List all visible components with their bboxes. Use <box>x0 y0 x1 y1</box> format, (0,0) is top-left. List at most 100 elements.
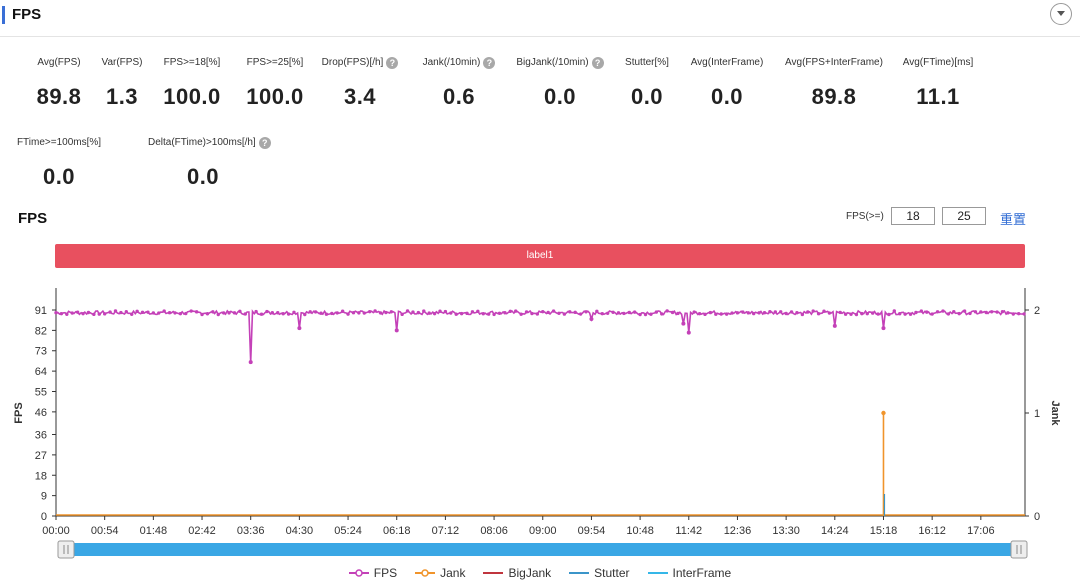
fps-point <box>151 311 156 315</box>
fps-point <box>676 311 680 316</box>
reset-button[interactable]: 重置 <box>1000 212 1027 227</box>
fps-chart: 0 9 18 27 36 46 55 64 73 82 91 0 1 2 00:00 00:54 01:48 02… <box>13 288 1061 559</box>
y2-tick-label: 1 <box>1034 408 1040 420</box>
y-tick-label: 18 <box>35 470 47 482</box>
legend-item[interactable]: Stutter <box>569 566 630 580</box>
collapse-button[interactable] <box>1050 3 1072 25</box>
x-tick-label: 01:48 <box>140 525 168 537</box>
fps-point <box>638 312 642 317</box>
fps-point <box>432 311 437 316</box>
range-slider-track <box>60 543 1017 556</box>
x-tick-label: 03:36 <box>237 525 265 537</box>
fps-point <box>719 312 723 316</box>
legend-item[interactable]: InterFrame <box>647 566 731 580</box>
fps-point <box>405 309 410 313</box>
label-band[interactable]: label1 <box>55 244 1025 268</box>
metric-value: 89.8 <box>36 84 82 109</box>
range-slider-start-handle[interactable] <box>57 540 75 559</box>
fps-point <box>887 312 891 317</box>
legend-swatch <box>483 572 504 574</box>
fps-point <box>946 312 951 316</box>
fps-point <box>854 312 859 317</box>
x-tick-label: 16:12 <box>918 525 946 537</box>
fps-point <box>616 311 621 315</box>
metric-value: 3.4 <box>343 84 377 109</box>
fps-point <box>411 310 415 314</box>
fps-point <box>979 310 983 314</box>
fps-point <box>741 310 745 314</box>
fps-point <box>762 311 767 315</box>
metric-label: BigJank(/10min)? <box>516 56 604 69</box>
fps-point <box>557 311 561 316</box>
fps-point <box>113 309 118 313</box>
fps-point <box>292 310 296 314</box>
metric-value: 0.0 <box>186 164 220 189</box>
y-tick-label: 0 <box>41 511 47 523</box>
fps-point <box>140 310 145 315</box>
metric-card: BigJank(/10min)? 0.0 <box>505 52 615 110</box>
metric-label-text: Avg(InterFrame) <box>690 57 764 68</box>
metric-label: FTime>=100ms[%] <box>17 137 101 148</box>
fps-point <box>573 310 577 315</box>
x-tick-label: 00:00 <box>42 525 70 537</box>
metric-label-text: Jank(/10min) <box>422 57 481 68</box>
metric-card: Avg(FPS+InterFrame) 89.8 <box>779 52 889 110</box>
fps-point <box>276 311 280 315</box>
fps-point <box>492 312 496 317</box>
help-icon[interactable]: ? <box>258 136 271 149</box>
panel-header: FPS <box>0 0 1080 37</box>
fps-point <box>259 312 264 316</box>
metric-label-text: Avg(FTime)[ms] <box>902 57 974 68</box>
metric-label: Drop(FPS)[/h]? <box>322 56 399 69</box>
fps-point <box>546 310 550 315</box>
metric-label: Avg(FTime)[ms] <box>903 57 974 68</box>
help-icon[interactable]: ? <box>591 56 604 69</box>
metric-label: Var(FPS) <box>102 57 143 68</box>
fps-point <box>102 312 107 316</box>
fps-point <box>119 310 123 315</box>
fps-point <box>903 312 907 316</box>
help-icon[interactable]: ? <box>386 56 399 69</box>
fps-point <box>59 311 64 316</box>
metric-card: Var(FPS) 1.3 <box>67 52 177 110</box>
fps-point <box>746 311 750 315</box>
fps-dip-point <box>248 360 253 365</box>
fps-threshold-low-input[interactable] <box>891 207 935 225</box>
fps-point <box>843 312 848 316</box>
metric-card: FPS>=25[%] 100.0 <box>220 52 330 110</box>
x-tick-label: 09:00 <box>529 525 557 537</box>
fps-threshold-high-input[interactable] <box>942 207 986 225</box>
fps-point <box>497 311 502 315</box>
y-tick-label: 91 <box>35 305 47 317</box>
fps-point <box>54 311 58 315</box>
fps-point <box>670 310 675 315</box>
fps-point <box>97 312 101 316</box>
fps-point <box>779 310 783 314</box>
fps-point <box>724 312 729 316</box>
y-tick-label: 9 <box>41 491 47 503</box>
legend-item[interactable]: FPS <box>348 566 397 580</box>
fps-point <box>919 309 924 313</box>
fps-point <box>995 310 999 314</box>
fps-point <box>535 312 540 316</box>
fps-point <box>925 310 929 314</box>
fps-point <box>784 311 788 316</box>
y-tick-label: 55 <box>35 386 47 398</box>
fps-dip-point <box>394 328 399 333</box>
legend-swatch <box>348 569 369 577</box>
fps-point <box>221 311 226 315</box>
fps-point <box>973 310 978 314</box>
fps-point <box>400 312 404 317</box>
fps-point <box>389 310 394 314</box>
help-icon[interactable]: ? <box>483 56 496 69</box>
fps-point <box>81 311 85 316</box>
fps-point <box>578 312 583 316</box>
fps-point <box>92 312 96 317</box>
fps-point <box>86 310 91 315</box>
range-slider-end-handle[interactable] <box>1010 540 1028 559</box>
fps-point <box>470 310 475 314</box>
metric-card: FPS>=18[%] 100.0 <box>137 52 247 110</box>
y-tick-label: 27 <box>35 450 47 462</box>
legend-item[interactable]: BigJank <box>483 566 551 580</box>
legend-item[interactable]: Jank <box>415 566 465 580</box>
